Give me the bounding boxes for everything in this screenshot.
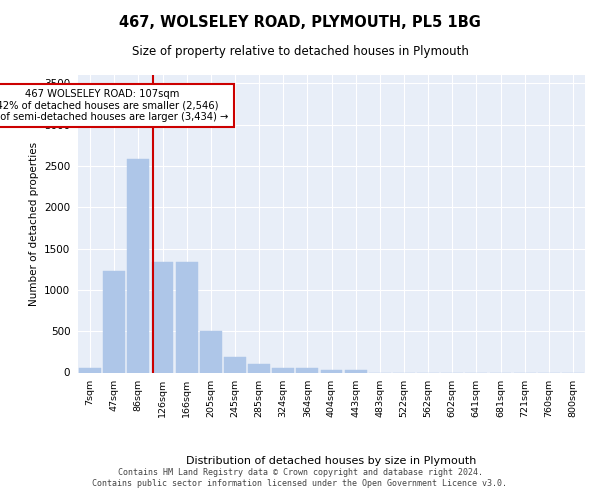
Bar xyxy=(224,357,246,372)
Bar xyxy=(272,368,294,372)
X-axis label: Distribution of detached houses by size in Plymouth: Distribution of detached houses by size … xyxy=(187,456,476,466)
Bar xyxy=(345,370,367,372)
Bar xyxy=(200,331,221,372)
Text: 467 WOLSELEY ROAD: 107sqm
← 42% of detached houses are smaller (2,546)
57% of se: 467 WOLSELEY ROAD: 107sqm ← 42% of detac… xyxy=(0,89,229,122)
Bar xyxy=(320,370,343,372)
Bar xyxy=(152,262,173,372)
Bar xyxy=(296,368,318,372)
Bar xyxy=(176,262,197,372)
Y-axis label: Number of detached properties: Number of detached properties xyxy=(29,142,38,306)
Bar xyxy=(248,364,270,372)
Bar xyxy=(127,160,149,372)
Bar xyxy=(79,368,101,372)
Text: 467, WOLSELEY ROAD, PLYMOUTH, PL5 1BG: 467, WOLSELEY ROAD, PLYMOUTH, PL5 1BG xyxy=(119,15,481,30)
Text: Contains HM Land Registry data © Crown copyright and database right 2024.
Contai: Contains HM Land Registry data © Crown c… xyxy=(92,468,508,487)
Bar xyxy=(103,272,125,372)
Text: Size of property relative to detached houses in Plymouth: Size of property relative to detached ho… xyxy=(131,45,469,58)
